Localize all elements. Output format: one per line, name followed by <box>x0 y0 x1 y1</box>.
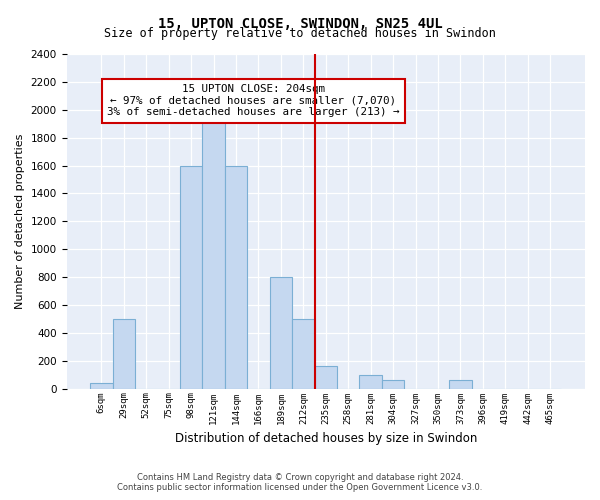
Bar <box>292 319 314 388</box>
Bar <box>113 319 135 388</box>
Bar <box>382 380 404 388</box>
Bar <box>269 277 292 388</box>
Y-axis label: Number of detached properties: Number of detached properties <box>15 134 25 309</box>
Bar <box>359 374 382 388</box>
Bar <box>449 380 472 388</box>
Bar <box>90 383 113 388</box>
Bar <box>202 116 225 388</box>
Text: 15, UPTON CLOSE, SWINDON, SN25 4UL: 15, UPTON CLOSE, SWINDON, SN25 4UL <box>158 18 442 32</box>
X-axis label: Distribution of detached houses by size in Swindon: Distribution of detached houses by size … <box>175 432 477 445</box>
Bar <box>314 366 337 388</box>
Text: Contains HM Land Registry data © Crown copyright and database right 2024.
Contai: Contains HM Land Registry data © Crown c… <box>118 473 482 492</box>
Text: 15 UPTON CLOSE: 204sqm
← 97% of detached houses are smaller (7,070)
3% of semi-d: 15 UPTON CLOSE: 204sqm ← 97% of detached… <box>107 84 400 117</box>
Bar <box>225 166 247 388</box>
Text: Size of property relative to detached houses in Swindon: Size of property relative to detached ho… <box>104 28 496 40</box>
Bar <box>180 166 202 388</box>
